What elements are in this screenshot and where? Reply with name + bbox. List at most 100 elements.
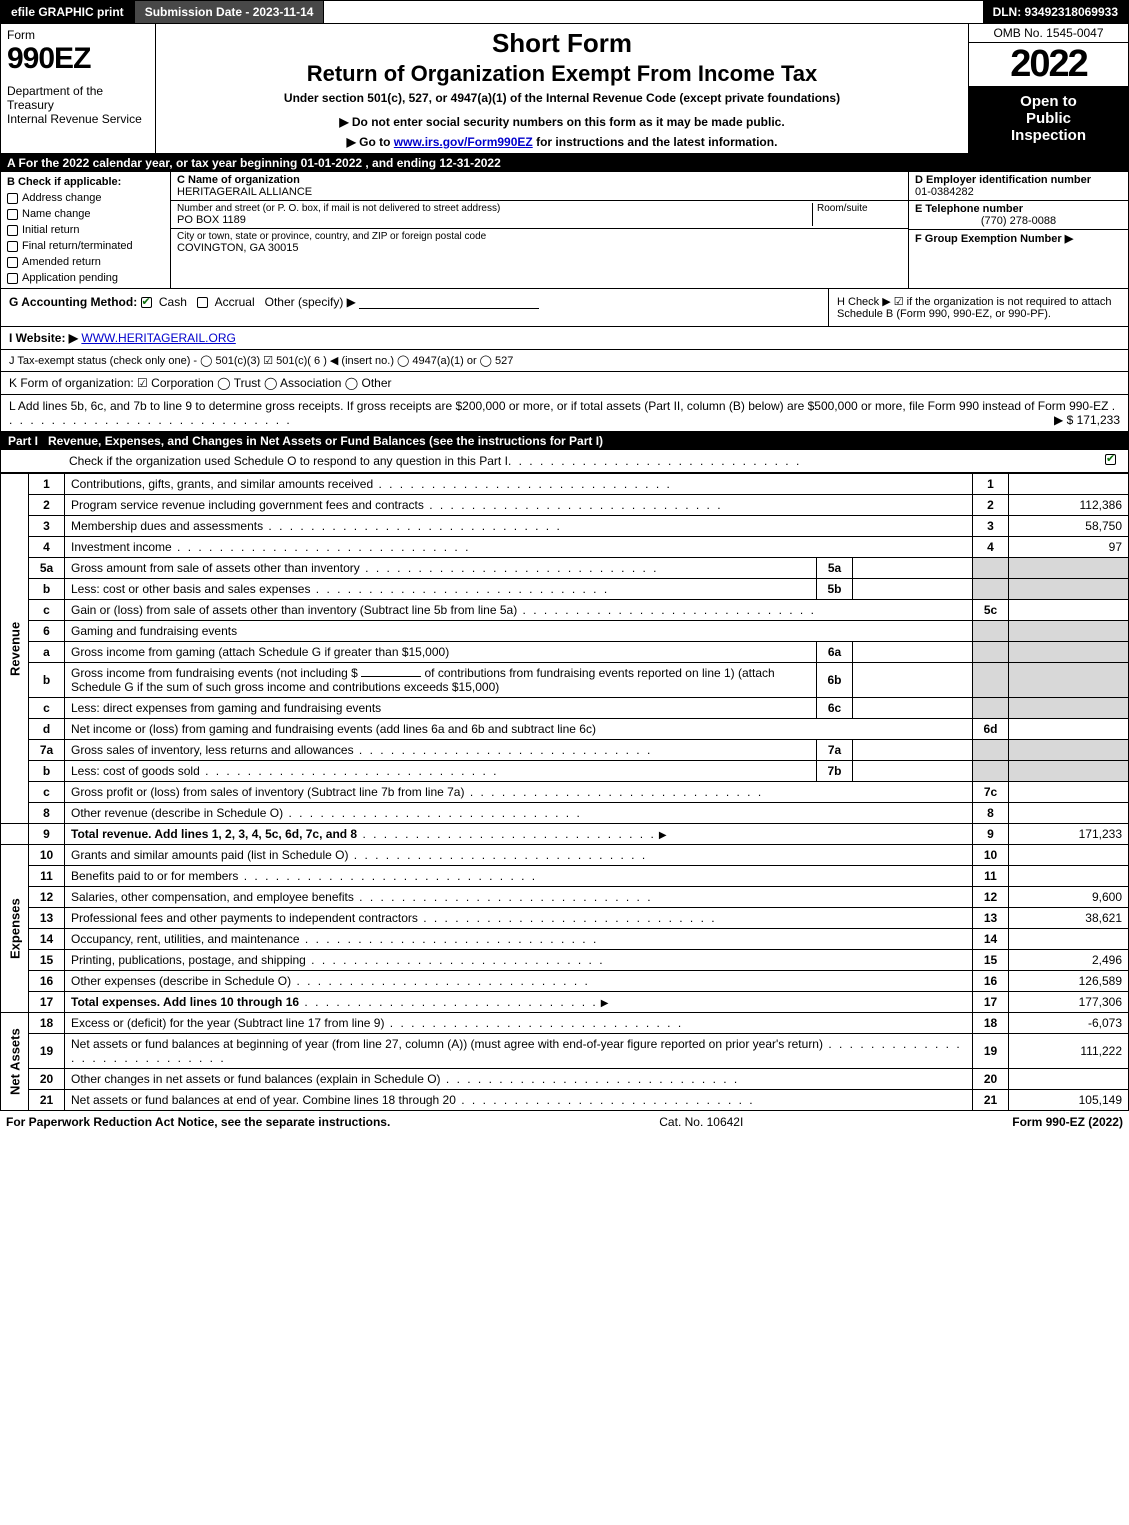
subval [853,579,973,600]
table-row: d Net income or (loss) from gaming and f… [1,719,1129,740]
under-section-text: Under section 501(c), 527, or 4947(a)(1)… [162,91,962,105]
line-desc: Occupancy, rent, utilities, and maintena… [71,932,300,946]
chk-amended-return[interactable] [7,257,18,268]
bcde-row: B Check if applicable: Address change Na… [0,172,1129,289]
website-link[interactable]: WWW.HERITAGERAIL.ORG [81,331,235,345]
shade-cell [1009,579,1129,600]
lineno: c [29,782,65,803]
open-line1: Open to [973,93,1124,110]
chk-address-change[interactable] [7,193,18,204]
table-row: c Gross profit or (loss) from sales of i… [1,782,1129,803]
lineno: 7a [29,740,65,761]
amount [1009,1069,1129,1090]
line-desc: Grants and similar amounts paid (list in… [71,848,348,862]
omb-number: OMB No. 1545-0047 [969,24,1128,43]
table-row: 19 Net assets or fund balances at beginn… [1,1034,1129,1069]
table-row: Expenses 10 Grants and similar amounts p… [1,845,1129,866]
lineno: d [29,719,65,740]
chk-schedule-o[interactable] [1105,454,1116,465]
boxnum: 21 [973,1090,1009,1111]
lineno: 10 [29,845,65,866]
goto-instructions: ▶ Go to www.irs.gov/Form990EZ for instru… [162,135,962,149]
table-row: Revenue 1 Contributions, gifts, grants, … [1,474,1129,495]
amount [1009,719,1129,740]
table-row: 16 Other expenses (describe in Schedule … [1,971,1129,992]
subval [853,698,973,719]
table-row: 14 Occupancy, rent, utilities, and maint… [1,929,1129,950]
table-row: 3 Membership dues and assessments 3 58,7… [1,516,1129,537]
chk-cash[interactable] [141,297,152,308]
org-name-label: C Name of organization [177,174,902,186]
vlabel-netassets: Net Assets [1,1013,29,1111]
lineno: 20 [29,1069,65,1090]
chk-initial-return[interactable] [7,225,18,236]
shade-cell [973,663,1009,698]
table-row: 15 Printing, publications, postage, and … [1,950,1129,971]
lineno: a [29,642,65,663]
chk-application-pending[interactable] [7,273,18,284]
boxnum: 20 [973,1069,1009,1090]
ssn-warning: ▶ Do not enter social security numbers o… [162,115,962,129]
table-row: b Less: cost of goods sold 7b [1,761,1129,782]
lineno: c [29,600,65,621]
amount: 97 [1009,537,1129,558]
col-b-checkboxes: B Check if applicable: Address change Na… [1,172,171,288]
line-desc: Other expenses (describe in Schedule O) [71,974,291,988]
shade-cell [1009,698,1129,719]
efile-print-button[interactable]: efile GRAPHIC print [1,1,135,23]
other-method-input[interactable] [359,308,539,309]
shade-cell [1009,558,1129,579]
table-row: 5a Gross amount from sale of assets othe… [1,558,1129,579]
subnum: 7a [817,740,853,761]
form-number: 990EZ [7,42,149,76]
lineno: 2 [29,495,65,516]
lineno: 12 [29,887,65,908]
table-row: 8 Other revenue (describe in Schedule O)… [1,803,1129,824]
header-left: Form 990EZ Department of the Treasury In… [1,24,156,153]
line-desc: Other changes in net assets or fund bala… [71,1072,441,1086]
lineno: 8 [29,803,65,824]
boxnum: 10 [973,845,1009,866]
top-bar: efile GRAPHIC print Submission Date - 20… [0,0,1129,24]
line-desc: Professional fees and other payments to … [71,911,418,925]
ein-label: D Employer identification number [915,174,1122,186]
revenue-table: Revenue 1 Contributions, gifts, grants, … [0,473,1129,1111]
amount: 177,306 [1009,992,1129,1013]
subnum: 6a [817,642,853,663]
line-desc: Net income or (loss) from gaming and fun… [71,722,596,736]
lineno: 21 [29,1090,65,1111]
table-row: 7a Gross sales of inventory, less return… [1,740,1129,761]
row-l: L Add lines 5b, 6c, and 7b to line 9 to … [0,395,1129,432]
footer-catno: Cat. No. 10642I [659,1115,743,1129]
subval [853,761,973,782]
line-desc: Gross sales of inventory, less returns a… [71,743,354,757]
boxnum: 9 [973,824,1009,845]
chk-final-return[interactable] [7,241,18,252]
table-row: 4 Investment income 4 97 [1,537,1129,558]
table-row: b Less: cost or other basis and sales ex… [1,579,1129,600]
form-header: Form 990EZ Department of the Treasury In… [0,24,1129,154]
lbl-cash: Cash [159,295,187,309]
boxnum: 16 [973,971,1009,992]
amount [1009,929,1129,950]
amount: 2,496 [1009,950,1129,971]
shade-cell [1009,740,1129,761]
table-row: 13 Professional fees and other payments … [1,908,1129,929]
shade-cell [1009,642,1129,663]
lineno: b [29,761,65,782]
line-desc: Investment income [71,540,172,554]
boxnum: 4 [973,537,1009,558]
section-a-period: A For the 2022 calendar year, or tax yea… [0,154,1129,172]
amount: 38,621 [1009,908,1129,929]
amount [1009,474,1129,495]
org-city: COVINGTON, GA 30015 [177,242,486,254]
table-row: 21 Net assets or fund balances at end of… [1,1090,1129,1111]
boxnum: 7c [973,782,1009,803]
irs-link[interactable]: www.irs.gov/Form990EZ [394,135,533,149]
dln-badge: DLN: 93492318069933 [983,1,1128,23]
chk-accrual[interactable] [197,297,208,308]
lineno: 15 [29,950,65,971]
amount: 112,386 [1009,495,1129,516]
footer-left: For Paperwork Reduction Act Notice, see … [6,1115,390,1129]
chk-name-change[interactable] [7,209,18,220]
